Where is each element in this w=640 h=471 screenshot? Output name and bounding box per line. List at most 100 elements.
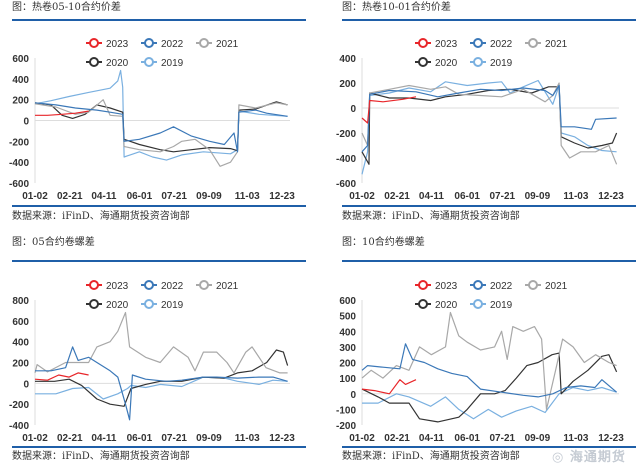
x-tick-label: 07-21 bbox=[161, 433, 187, 444]
legend-item-2019: 2019 bbox=[141, 57, 184, 69]
legend-label: 2023 bbox=[106, 39, 129, 50]
x-tick-label: 06-01 bbox=[454, 433, 480, 444]
legend-marker-icon bbox=[144, 280, 154, 290]
legend-item-2023: 2023 bbox=[415, 38, 458, 50]
y-tick-label: 200 bbox=[12, 96, 29, 107]
legend-item-2022: 2022 bbox=[470, 38, 513, 50]
footer-rule bbox=[342, 205, 636, 207]
legend-item-2023: 2023 bbox=[86, 38, 129, 50]
x-tick-label: 01-02 bbox=[22, 433, 48, 444]
x-tick-label: 06-01 bbox=[127, 191, 153, 202]
chart-title: 图：05合约卷螺差 bbox=[12, 237, 95, 248]
series-line-2019 bbox=[35, 376, 288, 400]
y-tick-label: 400 bbox=[339, 327, 356, 338]
x-tick-label: 12-23 bbox=[269, 191, 295, 202]
x-tick-label: 02-21 bbox=[57, 433, 83, 444]
x-tick-label: 02-21 bbox=[384, 191, 410, 202]
legend-item-2022: 2022 bbox=[470, 280, 513, 292]
legend-label: 2021 bbox=[545, 39, 568, 50]
y-tick-label: -200 bbox=[9, 400, 29, 411]
chart-panel-05-coil-rebar: 图：05合约卷螺差 800 600 400 200 0 -200 -400 01-02 02-2… bbox=[0, 235, 320, 470]
legend-item-2019: 2019 bbox=[470, 299, 513, 311]
legend-label: 2020 bbox=[435, 58, 458, 69]
series-line-2023 bbox=[35, 110, 89, 116]
x-tick-label: 04-11 bbox=[419, 191, 444, 202]
y-tick-label: 200 bbox=[12, 359, 29, 370]
legend-marker-icon bbox=[144, 299, 154, 309]
series-line-2020 bbox=[34, 101, 288, 153]
series-line-2022 bbox=[35, 346, 288, 421]
legend-label: 2023 bbox=[435, 39, 458, 50]
legend-marker-icon bbox=[473, 280, 483, 290]
x-tick-label: 11-03 bbox=[235, 191, 260, 202]
title-rule bbox=[12, 260, 306, 262]
x-tick-label: 06-01 bbox=[454, 191, 480, 202]
source-note: 数据来源：iFinD、海通期货投资咨询部 bbox=[342, 451, 520, 462]
legend-item-2021: 2021 bbox=[525, 280, 568, 292]
legend-marker-icon bbox=[418, 38, 428, 48]
y-tick-label: 600 bbox=[12, 317, 29, 328]
title-rule bbox=[342, 260, 636, 262]
y-tick-label: 400 bbox=[12, 75, 29, 86]
x-tick-label: 11-03 bbox=[235, 433, 260, 444]
title-rule bbox=[12, 19, 306, 21]
legend-item-2022: 2022 bbox=[141, 280, 184, 292]
x-tick-label: 02-21 bbox=[57, 191, 83, 202]
y-tick-label: 200 bbox=[339, 359, 356, 370]
chart-title: 图：10合约卷螺差 bbox=[342, 237, 425, 248]
legend-label: 2022 bbox=[161, 39, 184, 50]
y-tick-label: 800 bbox=[12, 296, 29, 307]
chart-panel-hrc-10-01: 图：热卷10-01合约价差 400 200 0 -200 -400 -600 01-02 02… bbox=[320, 0, 640, 235]
legend-label: 2020 bbox=[106, 300, 129, 311]
series-line-2023 bbox=[34, 372, 89, 381]
legend-label: 2023 bbox=[106, 281, 129, 292]
y-tick-label: -200 bbox=[336, 421, 356, 432]
legend-label: 2019 bbox=[161, 300, 184, 311]
footer-rule bbox=[342, 446, 636, 448]
legend-item-2021: 2021 bbox=[525, 38, 568, 50]
legend-item-2021: 2021 bbox=[196, 280, 239, 292]
x-tick-label: 12-23 bbox=[269, 433, 295, 444]
legend-item-2022: 2022 bbox=[141, 38, 184, 50]
series-line-2021 bbox=[361, 82, 618, 165]
source-note: 数据来源：iFinD、海通期货投资咨询部 bbox=[12, 451, 190, 462]
legend-marker-icon bbox=[473, 57, 483, 67]
y-tick-label: 100 bbox=[339, 374, 356, 385]
legend-marker-icon bbox=[89, 280, 99, 290]
legend-marker-icon bbox=[89, 57, 99, 67]
series-line-2022 bbox=[361, 84, 617, 153]
chart-panel-hrc-05-10: 图：热卷05-10合约价差 600 400 200 0 -200 -400 -600 01-0… bbox=[0, 0, 320, 235]
legend-item-2020: 2020 bbox=[86, 299, 129, 311]
legend-label: 2020 bbox=[106, 58, 129, 69]
title-rule bbox=[342, 19, 636, 21]
legend-marker-icon bbox=[199, 280, 209, 290]
legend-label: 2022 bbox=[161, 281, 184, 292]
x-tick-label: 09-09 bbox=[196, 433, 222, 444]
x-tick-label: 11-03 bbox=[563, 191, 588, 202]
legend-item-2020: 2020 bbox=[86, 57, 129, 69]
legend-item-2023: 2023 bbox=[86, 280, 129, 292]
y-tick-label: -600 bbox=[9, 179, 29, 190]
y-tick-label: -400 bbox=[9, 158, 29, 169]
y-tick-label: 600 bbox=[12, 54, 29, 65]
legend-label: 2022 bbox=[490, 281, 513, 292]
x-tick-label: 09-09 bbox=[525, 433, 551, 444]
x-tick-label: 02-21 bbox=[384, 433, 410, 444]
legend-marker-icon bbox=[199, 38, 209, 48]
legend-item-2020: 2020 bbox=[415, 57, 458, 69]
legend-label: 2021 bbox=[216, 39, 239, 50]
chart-panel-10-coil-rebar: 图：10合约卷螺差 600 500 400 300 200 100 0 -100 -200 01-… bbox=[320, 235, 640, 470]
x-tick-label: 09-09 bbox=[196, 191, 222, 202]
watermark-logo: ◎ 海通期货 bbox=[552, 450, 626, 465]
legend-label: 2022 bbox=[490, 39, 513, 50]
x-tick-label: 06-01 bbox=[127, 433, 153, 444]
x-tick-label: 04-11 bbox=[419, 433, 444, 444]
x-tick-label: 01-02 bbox=[22, 191, 48, 202]
legend-item-2023: 2023 bbox=[415, 280, 458, 292]
y-tick-label: 0 bbox=[350, 104, 356, 115]
series-line-2019 bbox=[362, 386, 617, 420]
legend-label: 2021 bbox=[545, 281, 568, 292]
legend-marker-icon bbox=[528, 280, 538, 290]
